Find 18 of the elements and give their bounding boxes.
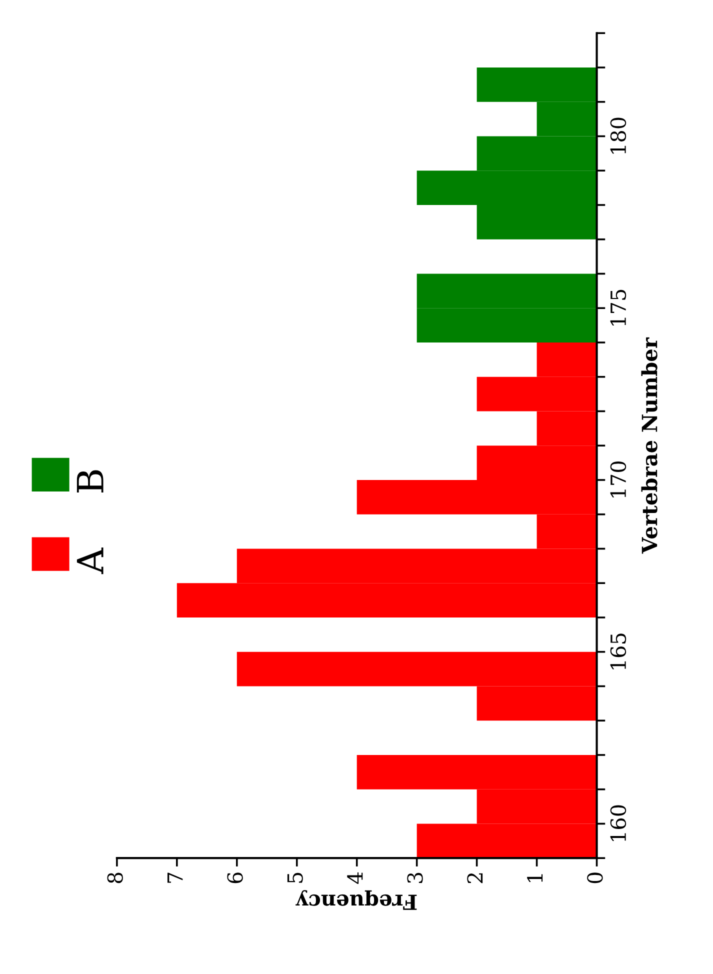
y-tick-label: 175: [610, 290, 626, 326]
legend-label: B: [76, 470, 104, 493]
x-tick-label: 4: [347, 872, 363, 884]
legend-label: A: [76, 547, 104, 574]
x-tick-label: 8: [107, 872, 123, 884]
x-axis-title: Frequency: [296, 890, 417, 910]
y-tick-label: 170: [610, 461, 626, 498]
x-tick-label: 6: [227, 872, 243, 884]
x-tick-label: 2: [467, 873, 483, 884]
x-tick-label: 3: [407, 872, 423, 883]
y-tick-label: 160: [610, 805, 626, 842]
x-tick-label: 0: [587, 872, 603, 884]
x-tick-label: 7: [167, 872, 183, 883]
x-tick-label: 5: [287, 872, 303, 883]
y-tick-label: 180: [610, 118, 626, 154]
y-tick-label: 165: [610, 634, 626, 670]
y-axis-title: Vertebrae Number: [641, 337, 658, 554]
x-tick-label: 1: [527, 874, 543, 882]
